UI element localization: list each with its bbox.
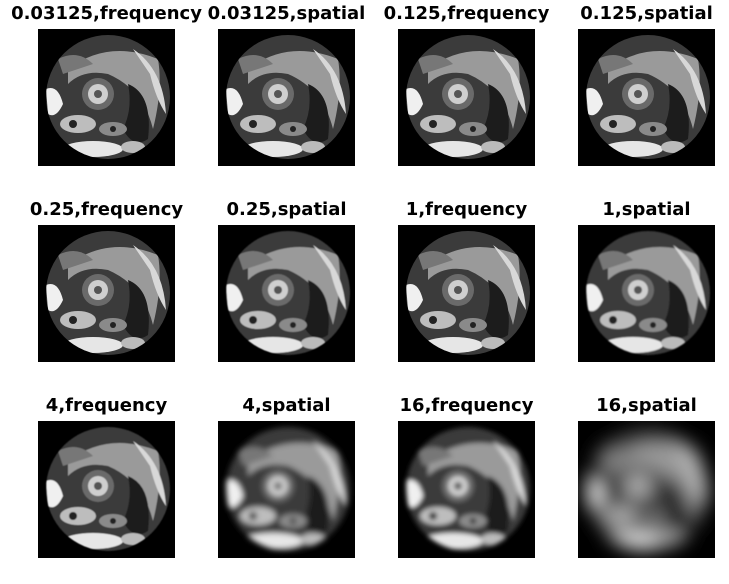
panel-title: 0.03125,spatial [207,3,366,24]
figure-panel: 0.03125,spatial [208,2,365,192]
mri-slice-graphic [226,231,350,355]
figure-panel: 0.25,spatial [218,198,355,388]
figure-panel: 0.03125,frequency [11,2,202,192]
mri-image [38,421,175,558]
panel-title: 16,spatial [596,395,697,416]
figure-panel: 0.125,frequency [384,2,549,192]
mri-image [218,421,355,558]
figure-panel: 4,spatial [218,394,355,584]
mri-slice-graphic [406,231,530,355]
figure-panel: 0.25,frequency [30,198,183,388]
mri-slice-graphic [226,35,350,159]
mri-slice-graphic [586,35,710,159]
panel-title: 0.125,frequency [383,3,550,24]
panel-title: 4,frequency [45,395,168,416]
panel-title: 0.25,frequency [29,199,184,220]
mri-image [398,29,535,166]
mri-image [578,29,715,166]
figure-panel: 16,frequency [398,394,535,584]
mri-image [218,29,355,166]
mri-slice-graphic [226,427,350,551]
mri-image [218,225,355,362]
figure-panel: 4,frequency [38,394,175,584]
figure-panel: 16,spatial [578,394,715,584]
mri-image [398,225,535,362]
panel-title: 0.125,spatial [580,3,713,24]
panel-title: 1,frequency [405,199,528,220]
mri-slice-graphic [406,427,530,551]
panel-title: 0.03125,frequency [11,3,202,24]
panel-title: 0.25,spatial [226,199,347,220]
mri-image [578,225,715,362]
figure-panel: 1,spatial [578,198,715,388]
mri-slice-graphic [46,427,170,551]
mri-slice-graphic [586,427,710,551]
mri-image [578,421,715,558]
mri-image [38,225,175,362]
mri-image [398,421,535,558]
figure-panel: 1,frequency [398,198,535,388]
mri-slice-graphic [406,35,530,159]
figure-panel: 0.125,spatial [578,2,715,192]
mri-slice-graphic [46,35,170,159]
panel-title: 4,spatial [242,395,331,416]
panel-title: 1,spatial [602,199,691,220]
mri-image [38,29,175,166]
mri-slice-graphic [586,231,710,355]
panel-title: 16,frequency [399,395,534,416]
mri-slice-graphic [46,231,170,355]
